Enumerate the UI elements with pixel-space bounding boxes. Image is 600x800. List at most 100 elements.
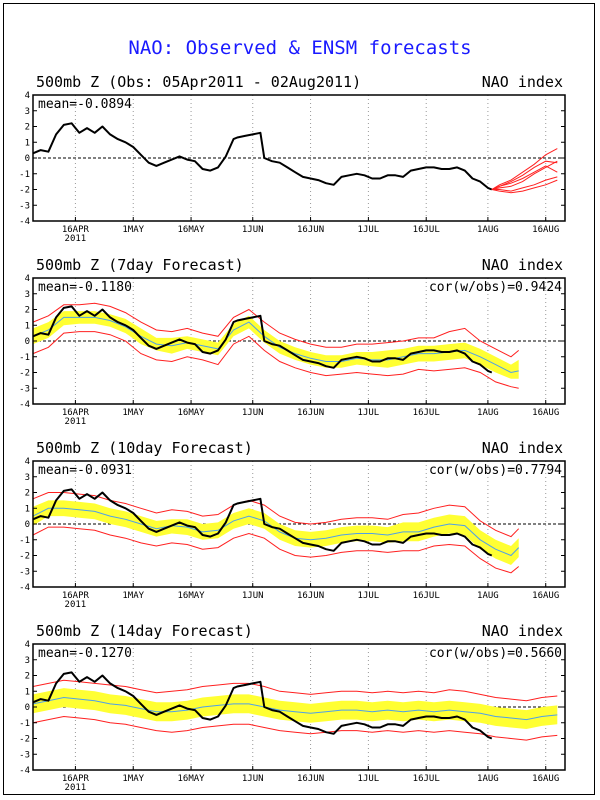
y-tick-label: 3 xyxy=(25,290,30,300)
y-tick-label: 4 xyxy=(25,91,30,101)
correlation-label: cor(w/obs)=0.7794 xyxy=(429,463,562,478)
ensemble-mean-line xyxy=(32,696,558,721)
ensemble-member-line xyxy=(491,160,558,190)
y-tick-label: -4 xyxy=(19,217,30,227)
figure-frame xyxy=(3,3,595,795)
x-tick-label: 1JUL xyxy=(358,225,380,235)
x-tick-label: 1JUL xyxy=(358,408,380,418)
y-tick-label: 0 xyxy=(25,520,30,530)
observed-line xyxy=(32,488,493,557)
y-tick-label: -3 xyxy=(19,750,30,760)
x-tick-label: 1MAY xyxy=(122,225,144,235)
y-tick-label: -2 xyxy=(19,369,30,379)
y-tick-label: -2 xyxy=(19,735,30,745)
x-tick-label: 16AUG xyxy=(532,774,559,784)
observed-line xyxy=(32,122,493,191)
panel-index-label: NAO index xyxy=(482,256,563,274)
chart-panel-1: 500mb Z (Obs: 05Apr2011 - 02Aug2011) NAO … xyxy=(19,73,566,244)
y-tick-label: 2 xyxy=(25,123,30,133)
x-tick-label: 16JUN xyxy=(297,591,324,601)
panel-title: 500mb Z (7day Forecast) xyxy=(36,256,244,274)
x-tick-label: 1AUG xyxy=(477,225,499,235)
y-tick-label: -3 xyxy=(19,567,30,577)
x-tick-label: 16AUG xyxy=(532,408,559,418)
x-tick-label: 16JUN xyxy=(297,774,324,784)
y-tick-label: 0 xyxy=(25,337,30,347)
mean-label: mean=-0.1180 xyxy=(38,280,132,295)
correlation-label: cor(w/obs)=0.9424 xyxy=(429,280,562,295)
ensemble-spread-band xyxy=(33,500,519,565)
y-tick-label: 0 xyxy=(25,154,30,164)
y-tick-label: -3 xyxy=(19,384,30,394)
x-tick-label: 16MAY xyxy=(178,408,206,418)
panel-index-label: NAO index xyxy=(482,73,563,91)
y-tick-label: 4 xyxy=(25,457,30,467)
ensemble-max-line xyxy=(32,492,520,538)
ensemble-max-line xyxy=(32,679,558,702)
chart-panel-4: 500mb Z (14day Forecast) NAO index 4 3 2 1 0 -1… xyxy=(19,622,566,793)
y-tick-label: 3 xyxy=(25,656,30,666)
x-tick-label: 16MAY xyxy=(178,591,206,601)
ensemble-member-line xyxy=(491,160,558,190)
mean-label: mean=-0.0894 xyxy=(38,97,132,112)
chart-panel-3: 500mb Z (10day Forecast) NAO index 4 3 2 1 0 -1… xyxy=(19,439,566,610)
y-tick-label: 3 xyxy=(25,473,30,483)
y-tick-label: -3 xyxy=(19,201,30,211)
x-tick-label: 1AUG xyxy=(477,408,499,418)
x-tick-label: 16JUL xyxy=(413,408,440,418)
x-tick-year: 2011 xyxy=(65,783,87,793)
x-tick-label: 16APR xyxy=(62,225,90,235)
y-tick-label: 2 xyxy=(25,306,30,316)
ensemble-member-line xyxy=(491,176,558,192)
y-tick-label: 4 xyxy=(25,640,30,650)
x-tick-label: 16AUG xyxy=(532,225,559,235)
x-tick-label: 16JUL xyxy=(413,225,440,235)
ensemble-max-line xyxy=(32,302,520,358)
panel-index-label: NAO index xyxy=(482,622,563,640)
y-tick-label: -1 xyxy=(19,719,30,729)
x-tick-label: 1MAY xyxy=(122,408,144,418)
x-tick-label: 1JUN xyxy=(242,774,264,784)
x-tick-year: 2011 xyxy=(65,417,87,427)
panel-title: 500mb Z (10day Forecast) xyxy=(36,439,253,457)
y-tick-label: 2 xyxy=(25,489,30,499)
x-tick-label: 1JUN xyxy=(242,408,264,418)
y-tick-label: 4 xyxy=(25,274,30,284)
x-tick-label: 16MAY xyxy=(178,774,206,784)
x-tick-label: 16JUL xyxy=(413,591,440,601)
x-tick-label: 16MAY xyxy=(178,225,206,235)
y-tick-label: 1 xyxy=(25,321,30,331)
ensemble-min-line xyxy=(32,715,558,741)
ensemble-member-line xyxy=(491,148,558,190)
x-tick-year: 2011 xyxy=(65,600,87,610)
ensemble-mean-line xyxy=(32,507,520,557)
y-tick-label: -2 xyxy=(19,186,30,196)
y-tick-label: 1 xyxy=(25,504,30,514)
y-tick-label: 2 xyxy=(25,672,30,682)
x-tick-label: 1JUN xyxy=(242,225,264,235)
x-tick-label: 16JUN xyxy=(297,408,324,418)
observed-line xyxy=(32,671,493,740)
y-tick-label: 1 xyxy=(25,138,30,148)
x-tick-label: 1AUG xyxy=(477,591,499,601)
y-tick-label: -4 xyxy=(19,400,30,410)
x-tick-label: 16APR xyxy=(62,774,90,784)
x-tick-label: 16APR xyxy=(62,408,90,418)
x-tick-label: 16APR xyxy=(62,591,90,601)
mean-label: mean=-0.0931 xyxy=(38,463,132,478)
x-tick-label: 16JUN xyxy=(297,225,324,235)
y-tick-label: -1 xyxy=(19,353,30,363)
correlation-label: cor(w/obs)=0.5660 xyxy=(429,646,562,661)
ensemble-min-line xyxy=(32,526,520,574)
y-tick-label: 1 xyxy=(25,687,30,697)
observed-line xyxy=(32,305,493,374)
y-tick-label: -4 xyxy=(19,766,30,776)
x-tick-label: 1JUL xyxy=(358,774,380,784)
x-tick-year: 2011 xyxy=(65,234,87,244)
x-tick-label: 1MAY xyxy=(122,774,144,784)
ensemble-spread-band xyxy=(33,688,558,729)
chart-panel-2: 500mb Z (7day Forecast) NAO index 4 3 2 1 0 -1 -… xyxy=(19,256,566,427)
main-title: NAO: Observed & ENSM forecasts xyxy=(128,37,472,59)
y-tick-label: 0 xyxy=(25,703,30,713)
